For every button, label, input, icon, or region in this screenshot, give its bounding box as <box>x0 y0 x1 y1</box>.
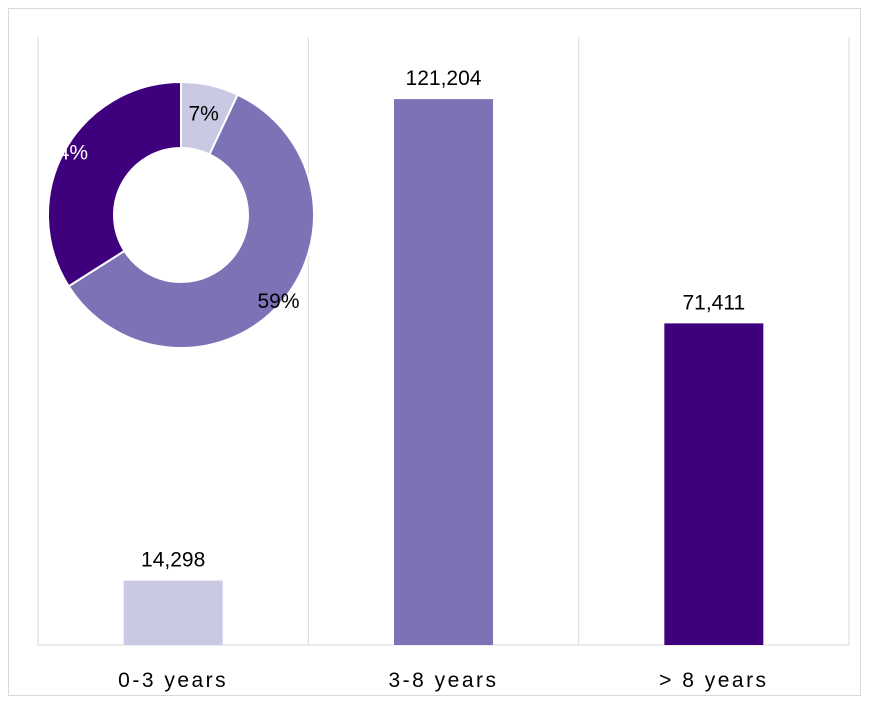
donut-label-8-years: 34% <box>46 141 88 164</box>
donut-label-3-8-years: 59% <box>257 290 299 313</box>
x-axis-tick-labels: 0-3 years 3-8 years > 8 years <box>118 669 768 692</box>
donut-slice-8-years <box>47 80 182 288</box>
bar-value-label-0-3-years: 14,298 <box>141 549 205 572</box>
bar-value-label-3-8-years: 121,204 <box>406 67 482 90</box>
x-tick-label-3-8-years: 3-8 years <box>388 669 498 692</box>
x-tick-label-0-3-years: 0-3 years <box>118 669 228 692</box>
bar-value-label-8-years: 71,411 <box>682 291 745 314</box>
donut-percent-labels: 7% 59% 34% <box>46 103 299 313</box>
bar-value-labels: 14,298 121,204 71,411 <box>141 67 745 571</box>
donut-label-0-3-years: 7% <box>189 103 219 126</box>
bar-0-3-years <box>123 580 223 645</box>
x-tick-label-8-years: > 8 years <box>659 669 768 692</box>
bar-3-8-years <box>394 99 493 645</box>
bar-series <box>123 99 764 645</box>
donut-slice-3-8-years <box>67 93 315 349</box>
donut-chart <box>47 80 315 349</box>
bar-8-years <box>664 323 764 645</box>
